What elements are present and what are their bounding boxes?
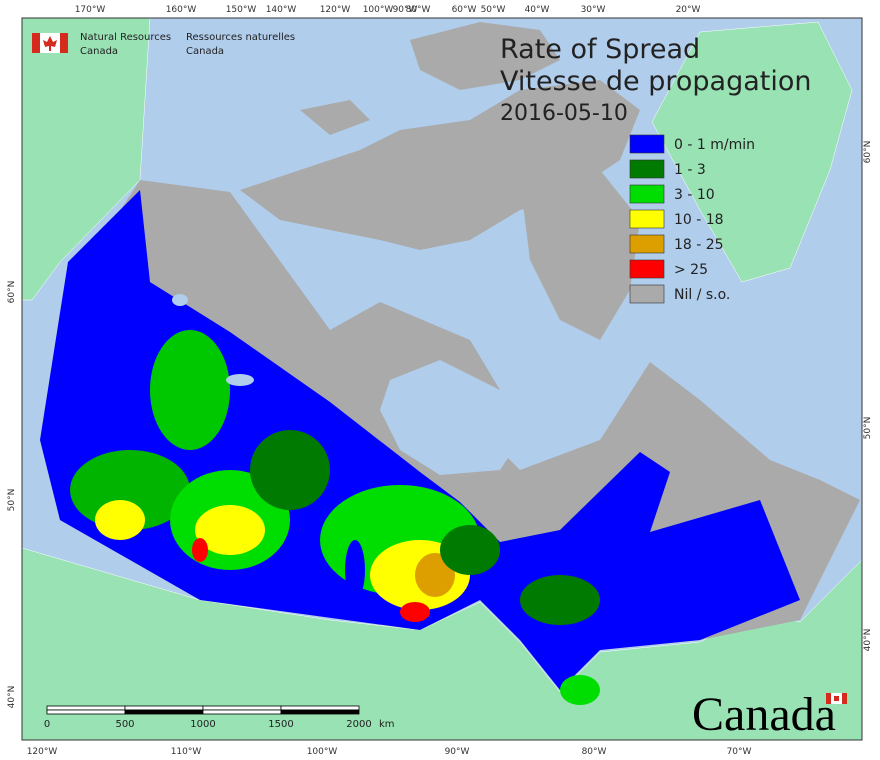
graticule-label: 50°W bbox=[481, 5, 506, 15]
scale-segment bbox=[280, 709, 360, 715]
graticule-label: 60°W bbox=[452, 5, 477, 15]
legend-swatch bbox=[629, 284, 665, 304]
graticule-label: 40°N bbox=[863, 629, 873, 652]
graticule-label: 20°W bbox=[676, 5, 701, 15]
legend-swatch bbox=[629, 134, 665, 154]
flag-bar bbox=[32, 33, 40, 53]
legend: 0 - 1 m/min 1 - 3 3 - 10 10 - 18 18 - 25 > 25… bbox=[629, 134, 755, 304]
map-frame bbox=[21, 17, 863, 741]
graticule-label: 40°W bbox=[525, 5, 550, 15]
hudson-bay bbox=[380, 360, 520, 475]
graticule-label: 30°W bbox=[581, 5, 606, 15]
legend-swatch bbox=[629, 184, 665, 204]
legend-label: 3 - 10 bbox=[674, 187, 715, 203]
graticule-label: 80°W bbox=[406, 5, 431, 15]
lake bbox=[226, 374, 254, 386]
graticule-label: 90°W bbox=[393, 5, 418, 15]
header: Natural Resources Canada Ressources natu… bbox=[32, 32, 295, 57]
scale-label: 1500 bbox=[268, 719, 293, 730]
graticule-labels: 170°W 160°W 150°W 140°W 120°W 100°W 90°W80°W 60… bbox=[7, 5, 873, 757]
graticule-label: 150°W bbox=[226, 5, 257, 15]
flag-bar bbox=[842, 693, 847, 704]
scale-label: 500 bbox=[115, 719, 134, 730]
map-date: 2016-05-10 bbox=[500, 101, 628, 126]
legend-label: > 25 bbox=[674, 262, 708, 278]
legend-label: 10 - 18 bbox=[674, 212, 724, 228]
flag-bar bbox=[60, 33, 68, 53]
graticule-label: 120°W bbox=[27, 747, 58, 757]
graticule-label: 100°W bbox=[307, 747, 338, 757]
graticule-label: 70°W bbox=[727, 747, 752, 757]
scale-segment bbox=[280, 705, 360, 711]
flag-bar bbox=[826, 693, 831, 704]
legend-swatch bbox=[629, 159, 665, 179]
graticule-label: 50°N bbox=[863, 417, 873, 440]
graticule-label: 50°N bbox=[7, 489, 17, 512]
legend-label: 18 - 25 bbox=[674, 237, 724, 253]
legend-swatch bbox=[629, 234, 665, 254]
legend-label: 0 - 1 m/min bbox=[674, 137, 755, 153]
scale-label: 2000 bbox=[346, 719, 371, 730]
scale-bar: 0 500 1000 1500 2000 km bbox=[44, 705, 395, 730]
graticule-label: 110°W bbox=[171, 747, 202, 757]
graticule-label: 80°W bbox=[582, 747, 607, 757]
graticule-label: 140°W bbox=[266, 5, 297, 15]
scale-label: 1000 bbox=[190, 719, 215, 730]
graticule-label: 40°N bbox=[7, 686, 17, 709]
department-en: Natural Resources bbox=[80, 32, 171, 43]
spread-patches bbox=[70, 330, 600, 705]
graticule-label: 160°W bbox=[166, 5, 197, 15]
wordmark: Canada bbox=[692, 688, 836, 741]
graticule-label: 90°W bbox=[445, 747, 470, 757]
scale-segment bbox=[202, 709, 282, 715]
legend-swatch bbox=[629, 209, 665, 229]
graticule-label: 60°N bbox=[863, 141, 873, 164]
legend-label: 1 - 3 bbox=[674, 162, 706, 178]
land-greenland bbox=[651, 21, 853, 283]
scale-segment bbox=[202, 705, 282, 711]
department-fr: Canada bbox=[186, 46, 224, 57]
graticule-label: 100°W bbox=[363, 5, 394, 15]
maple-leaf bbox=[43, 36, 57, 51]
department-en: Canada bbox=[80, 46, 118, 57]
department-fr: Ressources naturelles bbox=[186, 32, 295, 43]
graticule-label: 170°W bbox=[75, 5, 106, 15]
graticule-label: 120°W bbox=[320, 5, 351, 15]
scale-label: 0 bbox=[44, 719, 50, 730]
scale-unit: km bbox=[379, 719, 395, 730]
legend-label: Nil / s.o. bbox=[674, 287, 730, 303]
map-title: Rate of Spread bbox=[500, 34, 700, 65]
scale-segment bbox=[124, 709, 204, 715]
lake bbox=[172, 294, 188, 306]
map-title: Vitesse de propagation bbox=[500, 66, 812, 97]
maple-leaf bbox=[834, 696, 839, 701]
graticule-label: 60°N bbox=[7, 281, 17, 304]
legend-swatch bbox=[629, 259, 665, 279]
scale-segment bbox=[46, 709, 126, 715]
arctic-islands bbox=[200, 22, 640, 340]
scale-segment bbox=[46, 705, 126, 711]
scale-segment bbox=[124, 705, 204, 711]
